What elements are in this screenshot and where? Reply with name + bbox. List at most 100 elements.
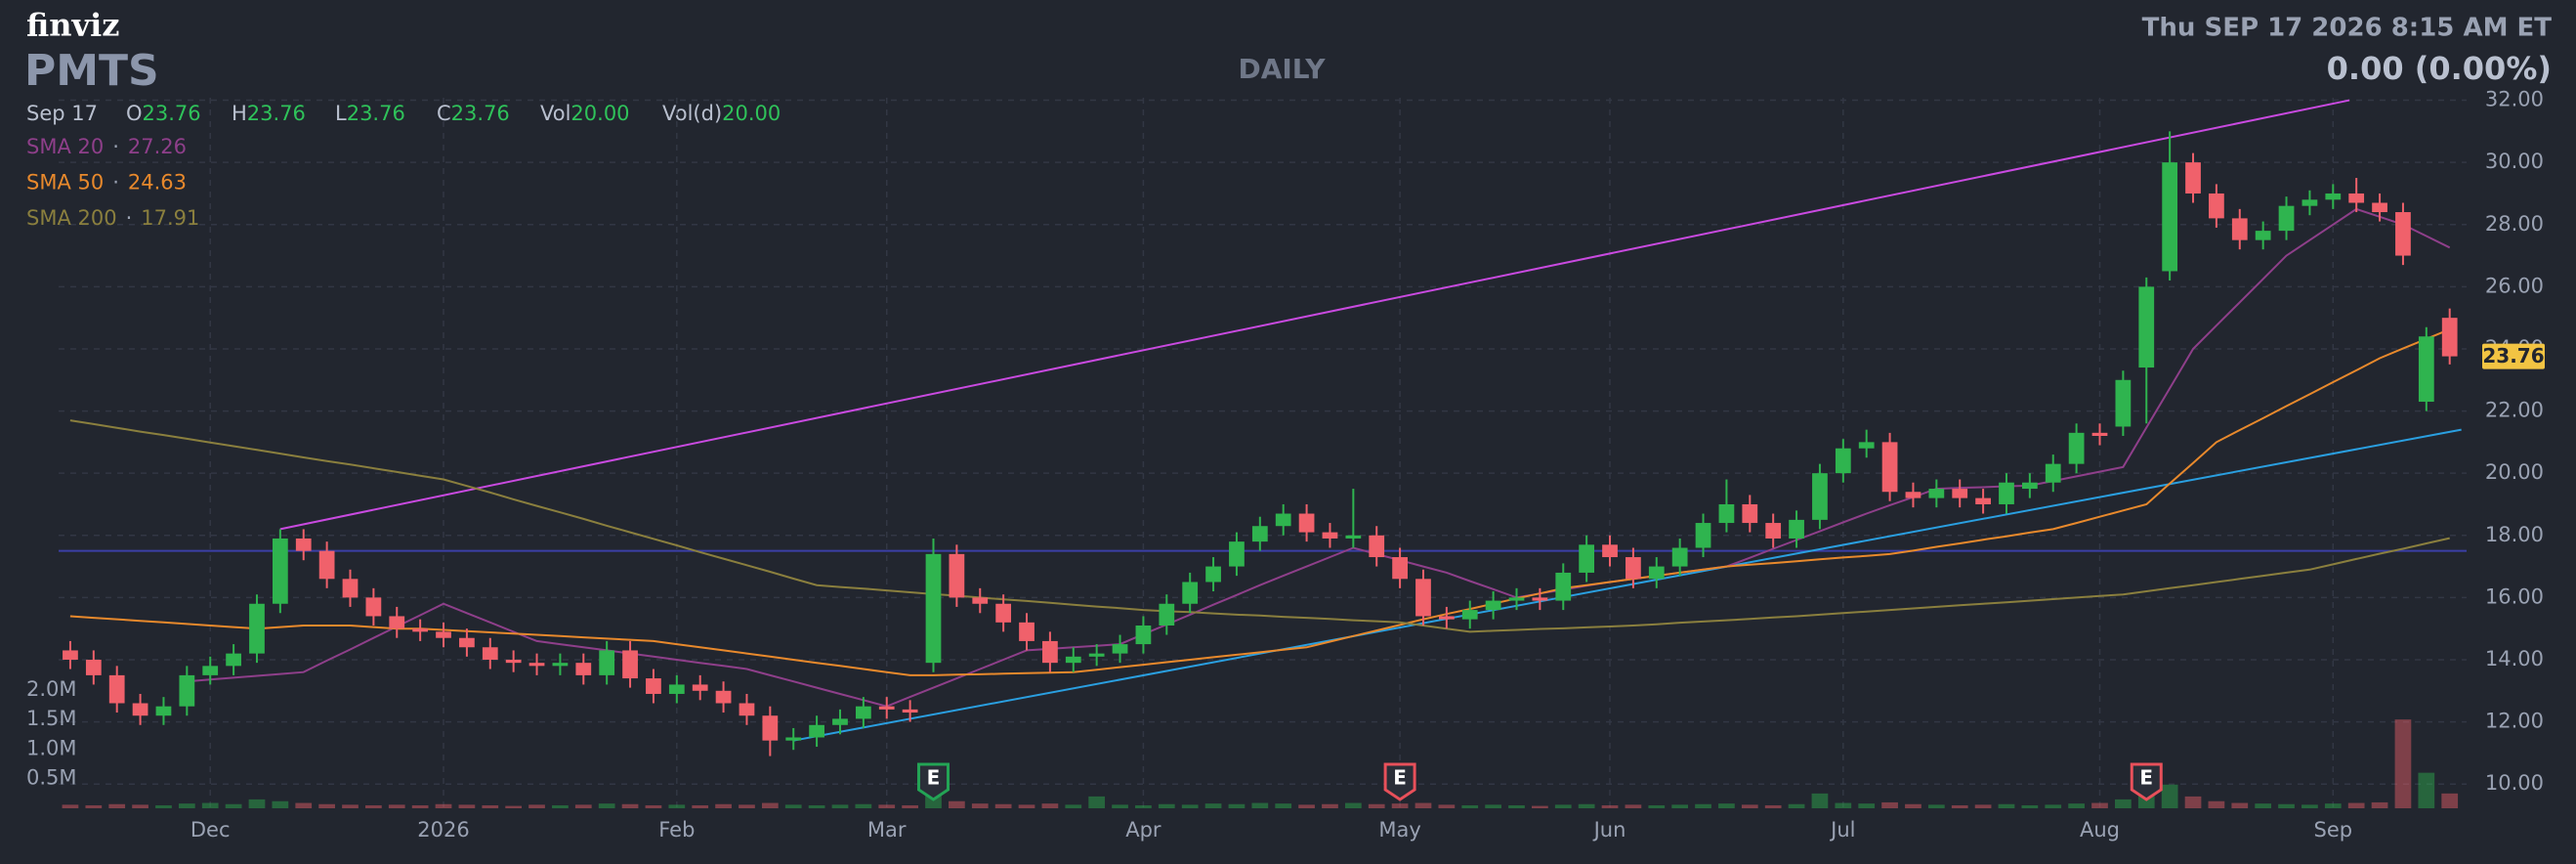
candle-body	[599, 650, 615, 675]
y-tick-label: 18.00	[2485, 523, 2544, 546]
candle-body	[1042, 640, 1058, 664]
volume-bar	[1112, 804, 1128, 808]
quote-field: Vol20.00	[540, 102, 630, 125]
candle-body	[2138, 286, 2155, 368]
volume-bar	[2161, 784, 2178, 808]
candle-body	[2045, 463, 2061, 483]
volume-bar	[2418, 772, 2435, 808]
y-tick-label: 12.00	[2485, 710, 2544, 733]
volume-bar	[784, 804, 802, 808]
volume-bar	[2302, 804, 2318, 808]
volume-bar	[1532, 805, 1548, 808]
change: 0.00 (0.00%)	[2327, 50, 2552, 87]
candle-body	[1835, 448, 1851, 474]
candle-body	[226, 653, 241, 667]
legend-separator: ·	[112, 135, 119, 158]
candle-body	[272, 538, 288, 604]
trendline	[793, 428, 2462, 742]
candle-body	[436, 631, 451, 638]
volume-bar	[2184, 796, 2202, 808]
volume-bar	[831, 804, 849, 808]
candle-body	[1508, 597, 1525, 601]
candle-body	[342, 579, 359, 598]
volume-bar	[1368, 803, 1385, 808]
quote-value: 23.76	[247, 102, 306, 125]
legend-separator: ·	[126, 206, 133, 230]
candle-body	[1789, 519, 1804, 539]
x-tick-label: May	[1378, 818, 1420, 842]
candle-body	[179, 674, 195, 707]
candle-body	[1438, 616, 1455, 620]
candle-body	[1229, 541, 1245, 567]
candle-body	[2348, 193, 2365, 203]
candle-body	[1975, 497, 1991, 504]
volume-bar	[2371, 801, 2388, 808]
legend-entry: SMA 50 · 24.63	[26, 171, 187, 194]
volume-bar	[855, 803, 872, 808]
earnings-label: E	[927, 766, 941, 790]
x-tick-label: 2026	[417, 818, 469, 842]
volume-bar	[1181, 804, 1199, 808]
candle-body	[1322, 532, 1338, 539]
volume-bar	[1601, 804, 1619, 808]
legend-value: 27.26	[128, 135, 187, 158]
candle-body	[318, 550, 335, 580]
candle-body	[1812, 473, 1828, 520]
candle-body	[108, 674, 125, 704]
legend-value: 17.91	[141, 206, 199, 230]
volume-bar	[645, 804, 662, 808]
candle-body	[902, 709, 918, 713]
volume-bar	[2021, 804, 2039, 808]
candle-body	[1112, 644, 1128, 654]
candle-body	[1648, 566, 1665, 580]
candle-body	[2441, 318, 2458, 357]
volume-bar	[2324, 803, 2342, 808]
volume-bar	[2091, 802, 2108, 808]
volume-bar	[1344, 802, 1362, 808]
volume-tick-label: 0.5M	[26, 766, 77, 790]
volume-bar	[318, 803, 335, 808]
x-tick-label: Mar	[867, 818, 907, 842]
volume-bar	[2208, 800, 2225, 808]
legend-entry: SMA 200 · 17.91	[26, 206, 199, 230]
candle-body	[1952, 489, 1968, 498]
candle-body	[2255, 231, 2271, 240]
candle-body	[1369, 535, 1385, 558]
candle-body	[855, 706, 871, 719]
volume-bar	[108, 803, 126, 808]
candle-body	[832, 718, 848, 725]
volume-bar	[1648, 804, 1666, 808]
volume-bar	[2231, 802, 2249, 808]
candle-body	[2278, 205, 2295, 232]
volume-bar	[949, 800, 965, 808]
candle-body	[622, 650, 638, 679]
logo: finviz	[26, 7, 119, 44]
candle-body	[1182, 582, 1199, 604]
volume-bar	[1322, 803, 1338, 808]
volume-bar	[1228, 803, 1246, 808]
volume-bar	[1578, 803, 1595, 808]
candle-body	[809, 724, 824, 738]
legend-name: SMA 20	[26, 135, 104, 158]
candle-body	[1392, 557, 1408, 580]
earnings-marker	[917, 762, 950, 801]
candle-body	[389, 616, 405, 629]
volume-bar	[1415, 802, 1432, 808]
x-tick-label: Feb	[658, 818, 695, 842]
volume-bar	[435, 803, 452, 808]
y-tick-label: 14.00	[2485, 647, 2544, 670]
volume-bar	[482, 804, 499, 808]
x-tick-label: Sep	[2314, 818, 2353, 842]
candle-body	[2162, 162, 2178, 272]
y-tick-label: 28.00	[2485, 212, 2544, 236]
candle-body	[1928, 489, 1945, 498]
volume-bar	[1135, 804, 1152, 808]
x-tick-label: Aug	[2080, 818, 2120, 842]
period: DAILY	[1238, 53, 1326, 85]
candle-body	[1881, 442, 1898, 493]
candle-body	[1251, 526, 1268, 542]
volume-bar	[62, 804, 79, 808]
volume-bar	[2255, 803, 2272, 808]
